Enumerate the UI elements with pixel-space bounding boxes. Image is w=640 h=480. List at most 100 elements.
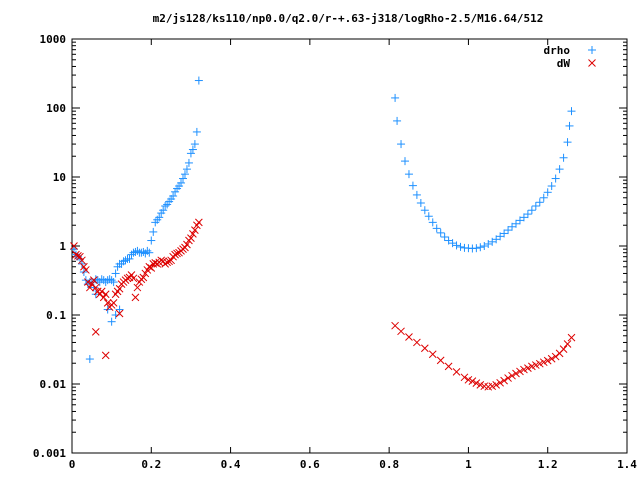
data-point (82, 266, 90, 274)
data-point (452, 241, 461, 250)
data-point (147, 264, 156, 272)
data-point (186, 149, 195, 158)
data-point (89, 276, 98, 284)
data-point (428, 218, 437, 227)
data-point (391, 93, 400, 102)
x-tick-label: 0.2 (141, 458, 161, 471)
data-point (543, 188, 552, 197)
y-tick-label: 1 (59, 240, 66, 253)
legend-marker-dw (588, 59, 596, 67)
y-tick-label: 100 (46, 102, 66, 115)
data-point (551, 174, 560, 183)
data-point (428, 350, 437, 359)
data-point (555, 165, 564, 174)
data-point (408, 181, 417, 190)
data-point (177, 178, 186, 187)
data-point (107, 276, 116, 285)
data-point (139, 247, 148, 256)
data-point (131, 247, 140, 256)
data-point (173, 249, 181, 258)
data-point (147, 236, 156, 245)
data-point (535, 198, 544, 207)
x-tick-label: 1.4 (617, 458, 637, 471)
y-tick-label: 0.001 (33, 447, 66, 460)
data-point (563, 340, 572, 348)
data-point (76, 252, 84, 261)
data-point (504, 374, 512, 382)
data-point (547, 354, 556, 363)
y-tick-label: 1000 (40, 33, 67, 46)
data-point (397, 140, 406, 149)
data-point (432, 224, 441, 233)
data-point (413, 338, 421, 347)
data-point (559, 153, 568, 162)
data-point (504, 226, 513, 235)
data-point (524, 364, 532, 372)
data-point (519, 213, 528, 222)
data-point (169, 192, 178, 201)
data-point (195, 218, 203, 227)
data-point (500, 376, 508, 385)
y-tick-label: 0.01 (40, 378, 67, 391)
data-point (436, 356, 445, 365)
data-point (103, 298, 112, 307)
data-point (115, 309, 124, 318)
data-point (85, 283, 94, 292)
y-tick-label: 0.1 (46, 309, 66, 322)
data-point (190, 140, 199, 149)
y-tick-label: 10 (53, 171, 66, 184)
data-point (101, 290, 110, 299)
data-point (133, 283, 142, 292)
data-point (183, 240, 191, 249)
data-point (131, 293, 140, 302)
data-point (171, 250, 179, 259)
data-point (78, 256, 86, 265)
data-point (547, 182, 556, 191)
data-point (159, 206, 168, 215)
data-point (85, 355, 94, 364)
data-point (107, 317, 116, 326)
data-point (496, 378, 504, 387)
data-point (121, 256, 130, 265)
chart-title: m2/js128/ks110/np0.0/q2.0/r-+.63-j318/lo… (153, 12, 544, 25)
x-tick-label: 0.6 (300, 458, 320, 471)
data-point (155, 213, 164, 222)
data-point (179, 174, 187, 183)
data-point (412, 190, 421, 199)
data-point (137, 248, 146, 257)
data-point (559, 345, 568, 353)
data-point (91, 283, 100, 292)
data-point (194, 76, 203, 85)
data-point (484, 239, 493, 248)
data-point (436, 228, 445, 237)
data-point (539, 193, 548, 202)
data-point (91, 327, 100, 336)
data-point (452, 367, 461, 376)
legend-label-drho: drho (544, 44, 571, 57)
data-point (567, 107, 576, 116)
data-point (535, 359, 544, 368)
data-point (397, 327, 405, 336)
data-point (531, 201, 540, 210)
data-point (145, 248, 154, 257)
data-point (405, 333, 413, 341)
data-point (192, 127, 201, 136)
data-point (520, 365, 528, 374)
series-dw (70, 218, 576, 391)
y-axis: 0.001 0.01 0.1 1 10 100 1000 (33, 33, 627, 460)
data-point (516, 367, 524, 376)
data-point (133, 246, 142, 255)
data-point (401, 157, 409, 166)
data-point (567, 333, 576, 342)
data-point (187, 234, 195, 242)
data-point (109, 298, 118, 307)
data-point (420, 206, 429, 215)
data-point (139, 273, 148, 282)
data-point (424, 212, 433, 221)
data-point (143, 246, 152, 255)
data-point (101, 351, 110, 360)
data-point (115, 284, 124, 293)
data-point (393, 116, 402, 125)
data-point (472, 379, 481, 387)
